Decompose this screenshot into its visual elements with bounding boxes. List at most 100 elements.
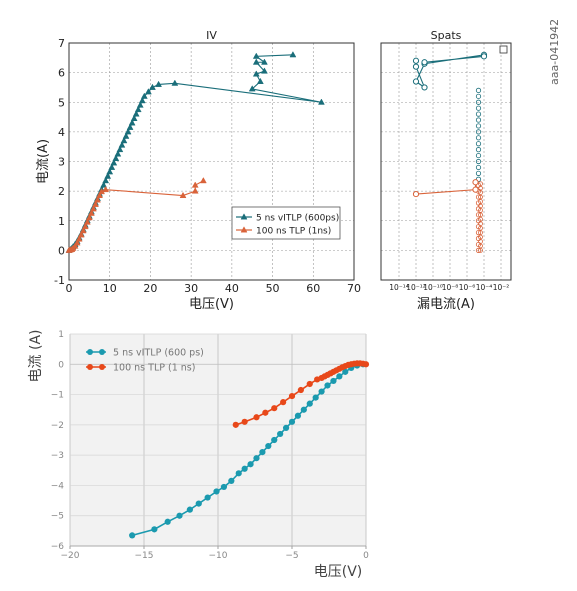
iv-ytick-label: 6 — [58, 67, 65, 80]
bottom-xtick-label: −5 — [285, 551, 298, 561]
bottom-series-0-point — [235, 470, 242, 477]
iv-ytick-label: 2 — [58, 185, 65, 198]
bottom-series-0-point — [220, 483, 228, 491]
iv-series-1-point — [92, 200, 99, 207]
bottom-series-1-point — [232, 421, 239, 428]
iv-series-0-point — [110, 159, 118, 166]
iv-series-0-point — [318, 98, 325, 105]
iv-series-0-point — [128, 119, 136, 126]
spats-column-point — [475, 99, 482, 105]
iv-series-0-point — [289, 51, 297, 58]
bottom-ytick-label: −2 — [51, 421, 64, 431]
spats-series-0-point — [412, 57, 420, 64]
spats-series-1-point — [472, 179, 479, 186]
bottom-series-1-point — [306, 380, 313, 388]
spats-series-1-point — [412, 190, 420, 198]
bottom-series-0-point — [164, 518, 171, 525]
bottom-legend-marker-0 — [87, 349, 93, 355]
spats-column-point — [475, 93, 482, 99]
spats-column-point — [475, 129, 482, 135]
bottom-series-1-point — [253, 414, 260, 421]
iv-series-0-point — [106, 168, 114, 175]
iv-xlabel: 电压(V) — [189, 297, 234, 312]
iv-series-0-point — [248, 85, 256, 92]
spats-column-point — [478, 221, 483, 227]
spats-series-0-point — [412, 78, 420, 85]
bottom-series-0-point — [247, 461, 254, 468]
iv-series-0-point — [130, 114, 138, 121]
bottom-series-1-point — [241, 418, 248, 425]
spats-column-point — [475, 164, 482, 171]
spats-column-point — [475, 158, 482, 165]
iv-series-1-point — [191, 181, 199, 188]
iv-series-1-point — [102, 185, 110, 193]
spats-column-point — [478, 207, 483, 213]
spats-column-point — [475, 87, 482, 94]
bottom-series-0-point — [241, 465, 248, 472]
iv-series-1-point — [77, 231, 85, 238]
bottom-series-0-point — [176, 512, 183, 519]
iv-series-0-point — [100, 181, 108, 188]
iv-series-0-point — [120, 137, 128, 144]
bottom-ytick-label: −3 — [51, 451, 64, 461]
spats-plot-frame — [380, 42, 512, 281]
bottom-series-0-point — [306, 400, 313, 407]
spats-title: Spats — [431, 29, 462, 42]
spats-series-0-point — [421, 59, 428, 66]
iv-ytick-label: 4 — [58, 126, 65, 139]
bottom-legend-label-0: 5 ns vITLP (600 ps) — [113, 348, 204, 359]
iv-series-1-point — [94, 196, 101, 203]
spats-xtick-label: 10⁻¹⁰ — [423, 283, 443, 292]
iv-series-1-point — [73, 239, 81, 246]
spats-series-line-1 — [415, 182, 477, 195]
iv-series-1-point — [199, 177, 207, 184]
spats-column-point — [475, 111, 482, 117]
bottom-series-0-point — [253, 455, 260, 462]
spats-xtick-label: 10⁻¹⁴ — [389, 283, 409, 292]
iv-series-0-point — [114, 150, 122, 157]
bottom-series-1-point — [362, 361, 370, 368]
bottom-ytick-label: −5 — [51, 512, 64, 522]
bottom-series-0-point — [213, 488, 220, 495]
bottom-series-0-point — [312, 394, 319, 401]
spats-series-0-point — [421, 84, 428, 91]
bottom-ytick-label: −4 — [51, 481, 65, 491]
bottom-series-0-point — [330, 377, 337, 385]
iv-series-1-point — [71, 242, 79, 249]
spats-xtick-label: 10⁻⁴ — [476, 283, 493, 292]
iv-series-0-point — [102, 177, 110, 184]
spats-column-point — [478, 239, 483, 244]
bottom-series-0-point — [271, 436, 278, 444]
spats-xtick-label: 10⁻¹² — [406, 283, 426, 292]
bottom-series-0-point — [186, 506, 193, 513]
bottom-series-0-point — [265, 442, 272, 450]
bottom-series-0-point — [318, 388, 325, 395]
bottom-legend-label-1: 100 ns TLP (1 ns) — [113, 363, 195, 374]
spats-column-point — [475, 247, 482, 253]
iv-title: IV — [206, 29, 217, 42]
bottom-xtick-label: −15 — [135, 551, 154, 561]
bottom-series-0-point — [277, 430, 284, 438]
spats-column-point — [475, 194, 482, 200]
bottom-legend-marker-1 — [87, 364, 93, 370]
bottom-ytick-label: 0 — [58, 360, 64, 370]
iv-xtick-label: 70 — [347, 282, 361, 295]
spats-column-point — [475, 105, 482, 111]
spats-column-point — [475, 123, 482, 129]
iv-ytick-label: 3 — [58, 156, 65, 169]
spats-column-point — [478, 234, 483, 240]
bottom-series-0-point — [294, 412, 302, 419]
spats-column-point — [475, 170, 482, 176]
bottom-series-0-point — [300, 406, 307, 413]
iv-series-1-point — [179, 191, 187, 199]
spats-column-point — [478, 185, 483, 191]
bottom-series-0-point — [129, 532, 136, 539]
iv-series-1-point — [81, 222, 89, 230]
iv-series-0-point — [104, 172, 112, 179]
iv-xtick-label: 20 — [143, 282, 157, 295]
iv-series-0-point — [136, 101, 144, 108]
iv-ytick-label: 5 — [58, 96, 65, 109]
bottom-series-0-point — [204, 494, 211, 501]
iv-plot-frame — [68, 42, 355, 281]
bottom-legend-marker-0 — [99, 349, 105, 355]
